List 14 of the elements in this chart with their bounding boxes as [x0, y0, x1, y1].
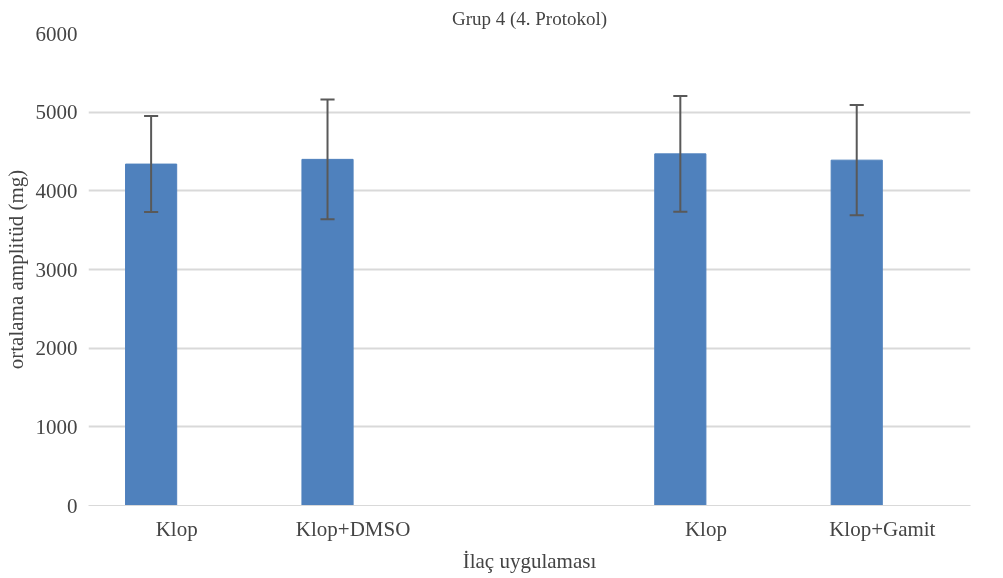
y-tick-label: 0: [67, 493, 78, 518]
y-tick-label: 5000: [35, 100, 78, 125]
y-axis-title: ortalama amplitüd (mg): [3, 169, 28, 370]
y-tick-label: 2000: [35, 336, 78, 361]
x-tick-label: Klop: [155, 516, 198, 541]
y-tick-label: 1000: [35, 414, 78, 439]
y-tick-label: 3000: [35, 257, 78, 282]
y-tick-label: 6000: [35, 21, 78, 46]
x-axis-title: İlaç uygulaması: [462, 548, 597, 573]
chart-title: Grup 4 (4. Protokol): [451, 7, 608, 30]
x-tick-label: Klop+DMSO: [295, 516, 411, 541]
x-tick-label: Klop+Gamit: [829, 516, 936, 541]
y-tick-label: 4000: [35, 178, 78, 203]
x-tick-label: Klop: [684, 516, 727, 541]
